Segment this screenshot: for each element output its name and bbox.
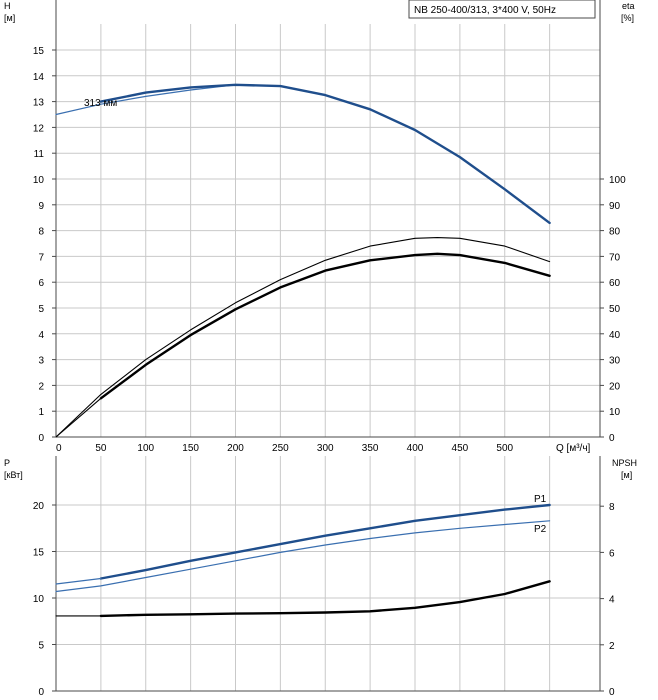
left-tick-label: 9 xyxy=(38,201,44,212)
left-tick-label: 5 xyxy=(38,304,44,315)
x-axis-unit-label: Q [м³/ч] xyxy=(556,443,591,454)
left-tick-label: 2 xyxy=(38,381,44,392)
x-tick-label: 300 xyxy=(317,443,334,454)
right-tick-label: 70 xyxy=(609,252,621,263)
left-tick-label: 15 xyxy=(33,46,45,57)
series-layer xyxy=(55,83,551,618)
series-line-0-2 xyxy=(55,237,551,438)
x-tick-label: 250 xyxy=(272,443,289,454)
left-tick-label: 0 xyxy=(38,433,44,444)
x-tick-label: 400 xyxy=(407,443,424,454)
top-left-axis-unit: [м] xyxy=(4,13,15,23)
top-right-axis-unit: [%] xyxy=(621,13,634,23)
bottom-right-axis-unit: [м] xyxy=(621,470,632,480)
right-tick-label: 20 xyxy=(609,381,621,392)
series-line-1-1 xyxy=(55,577,102,585)
left-tick-label: 10 xyxy=(33,175,45,186)
left-tick-label: 4 xyxy=(38,330,44,341)
legend-box xyxy=(408,0,596,19)
top-right-axis-label: eta xyxy=(622,1,635,11)
x-tick-label: 350 xyxy=(362,443,379,454)
series-line-1-3 xyxy=(99,580,551,618)
bottom-right-axis-label: NPSH xyxy=(612,458,637,468)
left-tick-label: 15 xyxy=(33,548,45,559)
x-tick-label: 500 xyxy=(496,443,513,454)
series-line-1-0 xyxy=(99,503,551,580)
left-tick-label: 1 xyxy=(38,407,44,418)
tick-layer: 0123456789101112131415010203040506070809… xyxy=(33,46,626,698)
left-tick-label: 14 xyxy=(33,72,45,83)
left-tick-label: 10 xyxy=(33,594,45,605)
right-tick-label: 2 xyxy=(609,641,615,652)
series-line-0-0 xyxy=(55,84,237,116)
curve-label-p2: P2 xyxy=(534,524,547,535)
right-tick-label: 60 xyxy=(609,278,621,289)
right-tick-label: 0 xyxy=(609,687,615,698)
left-tick-label: 7 xyxy=(38,252,44,263)
x-tick-label: 0 xyxy=(56,443,62,454)
right-tick-label: 80 xyxy=(609,227,621,238)
right-tick-label: 8 xyxy=(609,502,615,513)
bottom-left-axis-label: P xyxy=(4,458,10,468)
left-tick-label: 20 xyxy=(33,501,45,512)
curve-label-313: 313 мм xyxy=(84,98,117,109)
bottom-left-axis-unit: [кВт] xyxy=(4,470,23,480)
right-tick-label: 0 xyxy=(609,433,615,444)
series-line-0-3 xyxy=(99,252,551,400)
left-tick-label: 6 xyxy=(38,278,44,289)
x-tick-label: 50 xyxy=(95,443,107,454)
left-tick-label: 5 xyxy=(38,641,44,652)
left-tick-label: 0 xyxy=(38,687,44,698)
series-line-1-2 xyxy=(55,520,551,593)
x-tick-label: 450 xyxy=(452,443,469,454)
left-tick-label: 13 xyxy=(33,98,45,109)
curve-label-p1: P1 xyxy=(534,494,547,505)
left-tick-label: 3 xyxy=(38,356,44,367)
left-tick-label: 8 xyxy=(38,227,44,238)
left-tick-label: 11 xyxy=(34,149,45,160)
right-tick-label: 10 xyxy=(609,407,621,418)
x-tick-label: 100 xyxy=(137,443,154,454)
top-grid xyxy=(55,0,601,438)
right-tick-label: 4 xyxy=(609,595,615,606)
right-tick-label: 40 xyxy=(609,330,621,341)
top-left-axis-label: H xyxy=(4,1,11,11)
right-tick-label: 6 xyxy=(609,548,615,559)
series-line-0-1 xyxy=(99,83,551,225)
right-tick-label: 100 xyxy=(609,175,626,186)
x-tick-label: 150 xyxy=(182,443,199,454)
series-line-0-4 xyxy=(55,397,102,438)
right-tick-label: 90 xyxy=(609,201,621,212)
right-tick-label: 30 xyxy=(609,356,621,367)
right-tick-label: 50 xyxy=(609,304,621,315)
bottom-grid xyxy=(55,456,601,692)
x-tick-label: 200 xyxy=(227,443,244,454)
left-tick-label: 12 xyxy=(33,123,45,134)
legend-text: NB 250-400/313, 3*400 V, 50Hz xyxy=(414,5,556,16)
